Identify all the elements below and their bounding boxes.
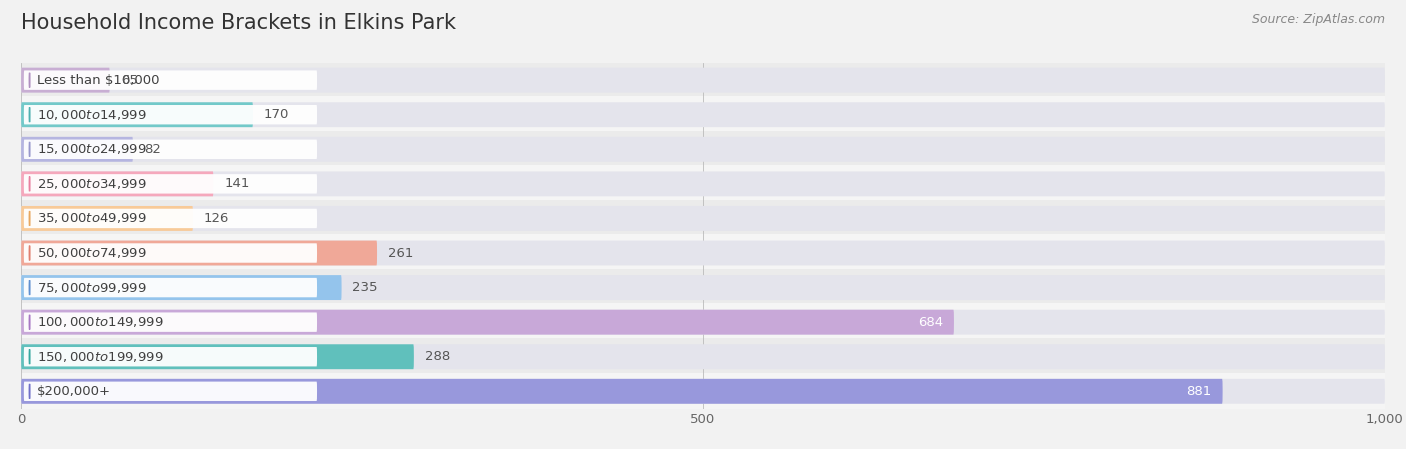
Text: 881: 881 — [1187, 385, 1212, 398]
FancyBboxPatch shape — [21, 379, 1223, 404]
FancyBboxPatch shape — [21, 102, 253, 127]
Text: Less than $10,000: Less than $10,000 — [37, 74, 159, 87]
Text: 65: 65 — [121, 74, 138, 87]
FancyBboxPatch shape — [21, 310, 1385, 335]
FancyBboxPatch shape — [21, 275, 342, 300]
Text: $50,000 to $74,999: $50,000 to $74,999 — [37, 246, 146, 260]
FancyBboxPatch shape — [21, 172, 214, 196]
Text: $25,000 to $34,999: $25,000 to $34,999 — [37, 177, 146, 191]
Text: 170: 170 — [264, 108, 290, 121]
Text: 261: 261 — [388, 247, 413, 260]
FancyBboxPatch shape — [24, 278, 316, 297]
FancyBboxPatch shape — [24, 243, 316, 263]
Text: 126: 126 — [204, 212, 229, 225]
FancyBboxPatch shape — [21, 310, 953, 335]
Text: $75,000 to $99,999: $75,000 to $99,999 — [37, 281, 146, 295]
FancyBboxPatch shape — [24, 140, 316, 159]
FancyBboxPatch shape — [24, 209, 316, 228]
FancyBboxPatch shape — [21, 275, 1385, 300]
FancyBboxPatch shape — [24, 105, 316, 124]
FancyBboxPatch shape — [21, 96, 1385, 133]
Text: 141: 141 — [225, 177, 250, 190]
FancyBboxPatch shape — [21, 241, 377, 265]
FancyBboxPatch shape — [24, 347, 316, 366]
FancyBboxPatch shape — [21, 137, 134, 162]
FancyBboxPatch shape — [24, 70, 316, 90]
Text: Source: ZipAtlas.com: Source: ZipAtlas.com — [1251, 13, 1385, 26]
FancyBboxPatch shape — [21, 234, 1385, 272]
FancyBboxPatch shape — [21, 344, 1385, 369]
Text: 235: 235 — [353, 281, 378, 294]
FancyBboxPatch shape — [21, 241, 1385, 265]
FancyBboxPatch shape — [21, 68, 110, 92]
FancyBboxPatch shape — [21, 62, 1385, 99]
Text: $10,000 to $14,999: $10,000 to $14,999 — [37, 108, 146, 122]
FancyBboxPatch shape — [21, 172, 1385, 196]
Text: Household Income Brackets in Elkins Park: Household Income Brackets in Elkins Park — [21, 13, 456, 34]
Text: $35,000 to $49,999: $35,000 to $49,999 — [37, 211, 146, 225]
FancyBboxPatch shape — [21, 373, 1385, 410]
FancyBboxPatch shape — [21, 131, 1385, 168]
FancyBboxPatch shape — [21, 68, 1385, 92]
Text: 82: 82 — [143, 143, 160, 156]
Text: 684: 684 — [918, 316, 943, 329]
FancyBboxPatch shape — [21, 206, 1385, 231]
FancyBboxPatch shape — [21, 206, 193, 231]
FancyBboxPatch shape — [21, 102, 1385, 127]
FancyBboxPatch shape — [21, 200, 1385, 237]
Text: $100,000 to $149,999: $100,000 to $149,999 — [37, 315, 163, 329]
FancyBboxPatch shape — [24, 382, 316, 401]
FancyBboxPatch shape — [21, 269, 1385, 306]
FancyBboxPatch shape — [21, 344, 413, 369]
FancyBboxPatch shape — [24, 174, 316, 194]
FancyBboxPatch shape — [24, 313, 316, 332]
Text: $200,000+: $200,000+ — [37, 385, 111, 398]
FancyBboxPatch shape — [21, 379, 1385, 404]
FancyBboxPatch shape — [21, 304, 1385, 341]
FancyBboxPatch shape — [21, 338, 1385, 375]
Text: 288: 288 — [425, 350, 450, 363]
Text: $150,000 to $199,999: $150,000 to $199,999 — [37, 350, 163, 364]
Text: $15,000 to $24,999: $15,000 to $24,999 — [37, 142, 146, 156]
FancyBboxPatch shape — [21, 137, 1385, 162]
FancyBboxPatch shape — [21, 165, 1385, 202]
